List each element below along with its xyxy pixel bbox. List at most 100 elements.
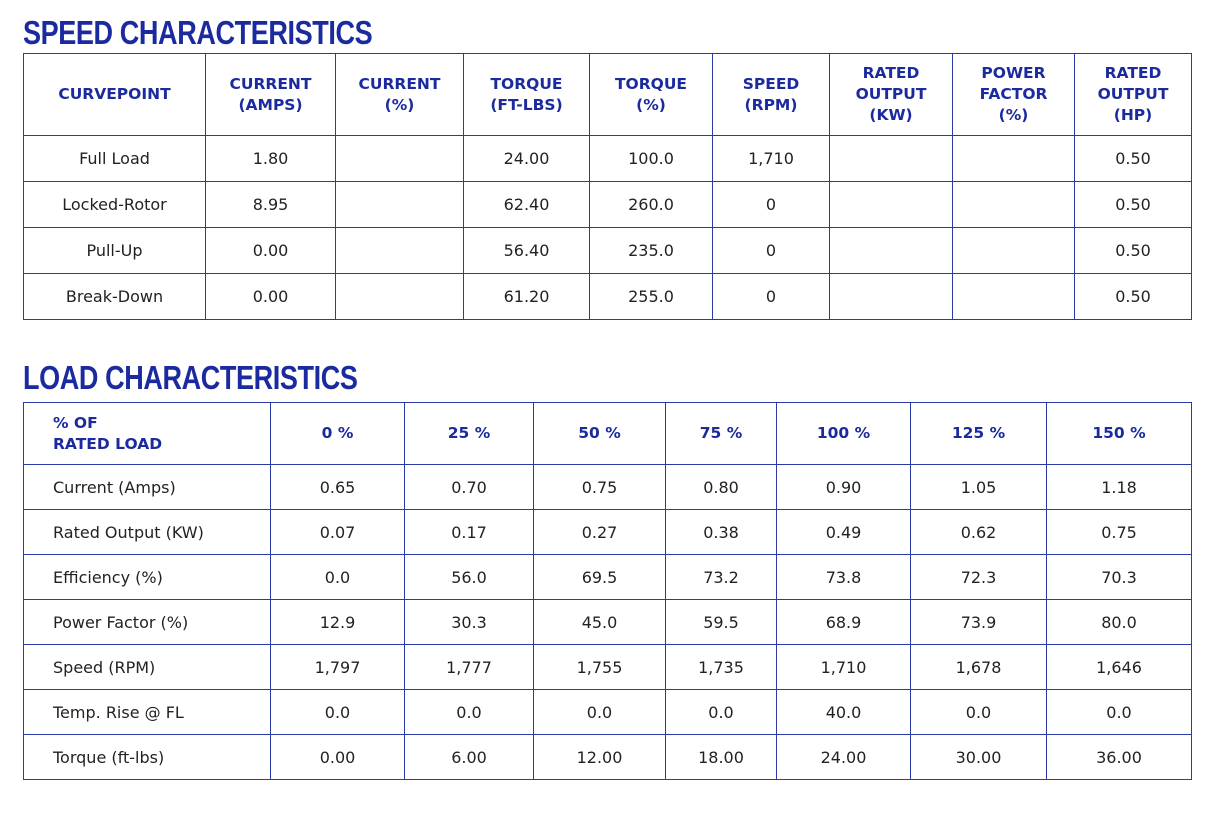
table-cell: 6.00 (404, 734, 534, 780)
table-cell (335, 181, 464, 228)
speed-table: CURVEPOINT CURRENT (AMPS) CURRENT (%) TORQU… (23, 53, 1192, 320)
table-cell (829, 181, 953, 228)
row-label: Efficiency (%) (23, 554, 271, 600)
table-cell: 56.0 (404, 554, 534, 600)
table-cell (829, 227, 953, 274)
column-header: 125 % (910, 402, 1047, 465)
table-cell: 62.40 (463, 181, 590, 228)
table-cell: 69.5 (533, 554, 666, 600)
table-row: Power Factor (%) 12.9 30.3 45.0 59.5 68.9 73.9… (23, 599, 1192, 645)
table-cell (335, 135, 464, 182)
table-cell: 8.95 (205, 181, 336, 228)
table-cell: 0.0 (404, 689, 534, 735)
table-cell: 73.8 (776, 554, 911, 600)
table-cell: 73.9 (910, 599, 1047, 645)
section-title: LOAD CHARACTERISTICS (23, 359, 358, 396)
table-row: Temp. Rise @ FL 0.0 0.0 0.0 0.0 40.0 0.0 0.0 (23, 689, 1192, 735)
column-header: RATED OUTPUT (KW) (829, 53, 953, 136)
table-cell: 12.9 (270, 599, 405, 645)
table-cell: 12.00 (533, 734, 666, 780)
row-label: Pull-Up (23, 227, 206, 274)
table-row: Break-Down 0.00 61.20 255.0 0 0.50 (23, 273, 1192, 320)
table-cell: 40.0 (776, 689, 911, 735)
table-cell (335, 227, 464, 274)
table-cell (335, 273, 464, 320)
column-header: SPEED (RPM) (712, 53, 830, 136)
header-row: % OF RATED LOAD 0 % 25 % 50 % 75 % 100 % 125 %… (23, 402, 1192, 465)
table-cell: 1,646 (1046, 644, 1192, 690)
table-cell: 24.00 (776, 734, 911, 780)
table-cell: 18.00 (665, 734, 777, 780)
column-header: RATED OUTPUT (HP) (1074, 53, 1192, 136)
table-cell: 0.49 (776, 509, 911, 555)
table-cell: 0.0 (270, 554, 405, 600)
table-cell: 0.00 (270, 734, 405, 780)
table-row: Pull-Up 0.00 56.40 235.0 0 0.50 (23, 227, 1192, 274)
column-header: CURRENT (%) (335, 53, 464, 136)
column-header: CURRENT (AMPS) (205, 53, 336, 136)
table-cell: 0.0 (1046, 689, 1192, 735)
table-cell: 1,755 (533, 644, 666, 690)
table-cell: 24.00 (463, 135, 590, 182)
table-cell: 0.07 (270, 509, 405, 555)
table-cell (952, 181, 1075, 228)
table-cell: 0 (712, 227, 830, 274)
table-cell: 1,678 (910, 644, 1047, 690)
table-row: Rated Output (KW) 0.07 0.17 0.27 0.38 0.49 0.6… (23, 509, 1192, 555)
row-label: Torque (ft-lbs) (23, 734, 271, 780)
load-table: % OF RATED LOAD 0 % 25 % 50 % 75 % 100 % 125 %… (23, 402, 1192, 780)
table-cell: 0.50 (1074, 181, 1192, 228)
table-cell (829, 135, 953, 182)
table-cell: 1.18 (1046, 464, 1192, 510)
column-header: 150 % (1046, 402, 1192, 465)
column-header: 25 % (404, 402, 534, 465)
table-cell (829, 273, 953, 320)
table-cell: 0.50 (1074, 273, 1192, 320)
column-header: TORQUE (FT-LBS) (463, 53, 590, 136)
table-cell: 100.0 (589, 135, 713, 182)
table-cell: 0.27 (533, 509, 666, 555)
table-cell: 260.0 (589, 181, 713, 228)
table-cell: 0.75 (533, 464, 666, 510)
row-label: Temp. Rise @ FL (23, 689, 271, 735)
row-label: Current (Amps) (23, 464, 271, 510)
section-title: SPEED CHARACTERISTICS (23, 14, 373, 51)
table-cell: 30.3 (404, 599, 534, 645)
table-cell: 0 (712, 273, 830, 320)
table-cell: 73.2 (665, 554, 777, 600)
table-cell: 255.0 (589, 273, 713, 320)
table-cell: 0.0 (270, 689, 405, 735)
table-row: Speed (RPM) 1,797 1,777 1,755 1,735 1,710 1,67… (23, 644, 1192, 690)
header-row: CURVEPOINT CURRENT (AMPS) CURRENT (%) TORQU… (23, 53, 1192, 136)
table-cell: 59.5 (665, 599, 777, 645)
column-header: 0 % (270, 402, 405, 465)
table-cell: 235.0 (589, 227, 713, 274)
table-cell: 0.62 (910, 509, 1047, 555)
table-row: Locked-Rotor 8.95 62.40 260.0 0 0.50 (23, 181, 1192, 228)
row-label: Full Load (23, 135, 206, 182)
row-label: Rated Output (KW) (23, 509, 271, 555)
table-cell: 0.0 (910, 689, 1047, 735)
column-header: CURVEPOINT (23, 53, 206, 136)
table-cell: 0 (712, 181, 830, 228)
table-cell: 56.40 (463, 227, 590, 274)
table-cell: 30.00 (910, 734, 1047, 780)
table-row: Full Load 1.80 24.00 100.0 1,710 0.50 (23, 135, 1192, 182)
table-cell: 1.80 (205, 135, 336, 182)
column-header: 50 % (533, 402, 666, 465)
table-cell: 80.0 (1046, 599, 1192, 645)
table-cell (952, 273, 1075, 320)
table-row: Efficiency (%) 0.0 56.0 69.5 73.2 73.8 72.3 70.… (23, 554, 1192, 600)
table-cell: 0.38 (665, 509, 777, 555)
table-cell: 0.0 (533, 689, 666, 735)
table-cell: 0.17 (404, 509, 534, 555)
table-cell: 0.00 (205, 273, 336, 320)
column-header: % OF RATED LOAD (23, 402, 271, 465)
row-label: Break-Down (23, 273, 206, 320)
table-cell: 1,710 (712, 135, 830, 182)
row-label: Power Factor (%) (23, 599, 271, 645)
table-cell: 36.00 (1046, 734, 1192, 780)
table-cell: 0.0 (665, 689, 777, 735)
table-cell: 72.3 (910, 554, 1047, 600)
